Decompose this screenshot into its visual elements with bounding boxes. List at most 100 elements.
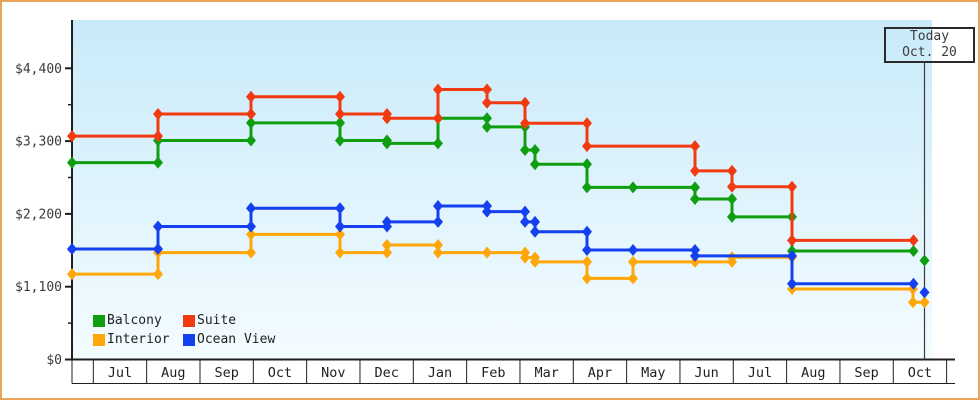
series-suite [67,83,919,247]
data-point-marker [530,215,540,228]
data-point-marker [919,254,930,267]
y-tick-label: $1,100 [15,280,62,295]
data-point-marker [520,215,530,228]
data-point-marker [520,144,530,157]
today-marker-box: Today Oct. 20 [884,27,975,63]
data-point-marker [153,242,163,255]
data-point-marker [908,296,918,309]
data-point-marker [628,255,638,268]
data-point-marker [628,243,638,256]
data-point-marker [433,199,443,212]
data-point-marker [582,225,592,238]
data-point-marker [727,180,737,193]
month-label: Aug [161,365,185,381]
data-point-marker [246,228,256,241]
data-point-marker [382,112,392,125]
month-label: Jan [428,365,452,381]
balcony-swatch-icon [93,314,105,327]
month-label: Jul [108,365,132,381]
plot-background [72,20,932,360]
data-point-marker [582,117,592,130]
month-label: Nov [321,365,345,381]
data-point-marker [382,239,392,252]
data-point-marker [335,134,345,147]
data-point-marker [433,246,443,259]
today-label: Today [909,29,950,44]
data-point-marker [787,180,797,193]
data-point-marker [727,193,737,206]
data-point-marker [520,96,530,109]
data-point-marker [530,144,540,157]
data-point-marker [582,158,592,171]
data-point-marker [582,243,592,256]
data-point-marker [520,117,530,130]
data-point-marker [382,137,392,150]
month-label: Aug [801,365,825,381]
data-point-marker [582,181,592,194]
series-ocean-view [67,199,930,299]
data-point-marker [690,193,700,206]
legend-label-suite: Suite [197,313,237,328]
legend-label-interior: Interior [107,332,170,347]
data-point-marker [246,90,256,103]
data-point-marker [246,202,256,215]
legend-row: Interior Ocean View [93,330,275,349]
data-point-marker [335,116,345,129]
data-point-marker [153,268,163,281]
data-point-marker [246,107,256,120]
data-point-marker [67,130,77,143]
legend-item-interior: Interior [93,332,183,347]
month-label: Jul [748,365,772,381]
data-point-marker [787,277,797,290]
data-point-marker [67,156,77,169]
data-point-marker [908,244,919,257]
data-point-marker [482,120,492,133]
data-point-marker [582,140,592,153]
month-label: Sep [214,365,238,381]
data-point-marker [382,215,392,228]
month-label: Sep [854,365,878,381]
data-point-marker [335,202,345,215]
data-point-marker [433,239,443,252]
data-point-marker [908,277,919,290]
data-point-marker [335,107,345,120]
data-point-marker [482,205,492,218]
data-point-marker [153,156,163,169]
data-point-marker [482,83,492,96]
month-label: Dec [374,365,398,381]
month-label: Apr [588,365,612,381]
data-point-marker [67,268,77,281]
data-point-marker [690,181,700,194]
data-point-marker [690,249,700,262]
data-point-marker [482,112,492,125]
data-point-marker [787,249,797,262]
data-point-marker [727,164,737,177]
data-point-marker [335,246,345,259]
data-point-marker [153,107,163,120]
ocean-view-swatch-icon [183,333,195,346]
data-point-marker [582,255,592,268]
legend-item-suite: Suite [183,313,236,328]
data-point-marker [727,210,737,223]
data-point-marker [335,228,345,241]
today-date: Oct. 20 [902,45,957,60]
legend-row: Balcony Suite [93,311,275,330]
data-point-marker [787,234,797,247]
data-point-marker [919,296,930,309]
data-point-marker [246,220,256,233]
legend-label-ocean-view: Ocean View [197,332,276,347]
legend: Balcony Suite Interior Ocean View [93,311,275,349]
data-point-marker [335,90,345,103]
data-point-marker [335,220,345,233]
data-point-marker [690,140,700,153]
data-point-marker [908,234,919,247]
data-point-marker [153,130,163,143]
data-point-marker [246,246,256,259]
month-label: Jun [694,365,718,381]
legend-label-balcony: Balcony [107,313,162,328]
interior-swatch-icon [93,333,105,346]
data-point-marker [482,246,492,259]
y-tick-label: $0 [46,353,62,368]
data-point-marker [530,225,540,238]
